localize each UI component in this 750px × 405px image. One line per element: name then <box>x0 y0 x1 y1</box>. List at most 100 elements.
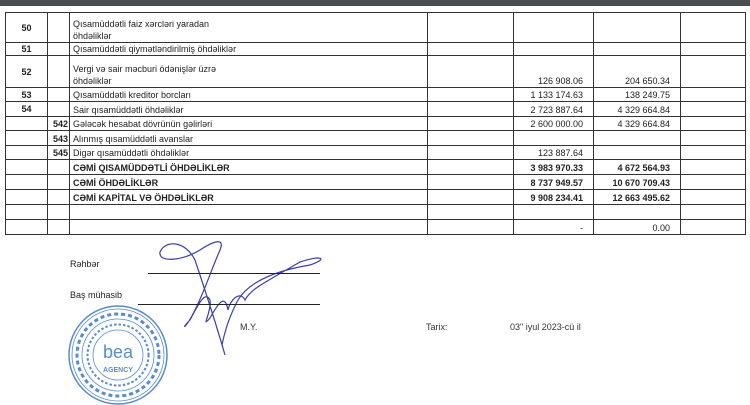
note-cell <box>427 159 514 175</box>
label-line: öhdəliklər <box>73 31 112 41</box>
extra-cell <box>680 55 746 88</box>
line-label: Qısamüddətli qiymətləndirilmiş öhdəliklə… <box>69 42 428 56</box>
line-code <box>5 174 48 190</box>
line-code: 52 <box>5 55 48 88</box>
line-label: Qısamüddətli kreditor borcları <box>69 87 428 102</box>
chief-accountant-label: Baş mühasib <box>70 290 123 300</box>
line-label <box>69 219 428 235</box>
value-current <box>513 130 594 146</box>
value-previous: 4 329 664.84 <box>593 101 681 117</box>
value-current: 2 723 887.64 <box>513 101 594 117</box>
value-previous: 204 650.34 <box>593 55 681 88</box>
table-row: 51 Qısamüddətli qiymətləndirilmiş öhdəlik… <box>5 42 746 56</box>
stamp-outer-lettering <box>75 312 161 398</box>
extra-cell <box>680 42 746 56</box>
value-previous <box>593 42 681 56</box>
line-label: Qısamüddətli faiz xərcləri yaradan öhdəli… <box>69 12 428 43</box>
sub-code <box>47 204 70 220</box>
label-line: CƏMİ KAPİTAL VƏ ÖHDƏLİKLƏR <box>73 193 214 203</box>
note-cell <box>427 101 514 117</box>
extra-cell <box>680 116 746 131</box>
table-row: CƏMİ ÖHDƏLİKLƏR 8 737 949.57 10 670 709.43 <box>5 174 746 190</box>
value-previous: 0.00 <box>593 219 681 235</box>
company-stamp: bea AGENCY <box>68 305 168 405</box>
value-current: 8 737 949.57 <box>513 174 594 190</box>
date-value: 03" iyul 2023-cü il <box>510 322 581 332</box>
value-current: 1 133 174.63 <box>513 87 594 102</box>
value-previous <box>593 145 681 160</box>
note-cell <box>427 130 514 146</box>
line-label: CƏMİ QISAMÜDDƏTLİ ÖHDƏLİKLƏR <box>69 159 428 175</box>
value-previous <box>593 204 681 220</box>
label-line: Digər qısamüddətli öhdəliklər <box>73 148 190 158</box>
value-previous: 138 249.75 <box>593 87 681 102</box>
note-cell <box>427 42 514 56</box>
table-row: 54 Sair qısamüddətli öhdəliklər 2 723 887.… <box>5 101 746 117</box>
value-previous <box>593 130 681 146</box>
label-line: Sair qısamüddətli öhdəliklər <box>73 105 184 115</box>
line-code <box>5 116 48 131</box>
value-current: 126 908.06 <box>513 55 594 88</box>
note-cell <box>427 12 514 43</box>
note-cell <box>427 219 514 235</box>
line-code: 53 <box>5 87 48 102</box>
line-code: 54 <box>5 101 48 117</box>
note-cell <box>427 145 514 160</box>
sub-code <box>47 12 70 43</box>
value-current: 3 983 970.33 <box>513 159 594 175</box>
extra-cell <box>680 219 746 235</box>
label-line: Vergi və sair məcburi ödənişlər üzrə <box>73 64 217 74</box>
label-line: Qısamüddətli kreditor borcları <box>73 90 192 100</box>
extra-cell <box>680 189 746 205</box>
sub-code <box>47 159 70 175</box>
line-code: 51 <box>5 42 48 56</box>
sub-code <box>47 55 70 88</box>
table-row: -0.00 <box>5 219 746 235</box>
label-line: Gələcək hesabat dövrünün gəlirləri <box>73 119 213 129</box>
line-label: Digər qısamüddətli öhdəliklər <box>69 145 428 160</box>
line-code: 50 <box>5 12 48 43</box>
line-label: CƏMİ KAPİTAL VƏ ÖHDƏLİKLƏR <box>69 189 428 205</box>
sub-code: 545 <box>47 145 70 160</box>
stamp-logo: bea <box>103 342 134 362</box>
table-row: CƏMİ KAPİTAL VƏ ÖHDƏLİKLƏR 9 908 234.41 12… <box>5 189 746 205</box>
label-line: Alınmış qısamüddətli avanslar <box>73 134 194 144</box>
extra-cell <box>680 174 746 190</box>
label-line: öhdəliklər <box>73 76 112 86</box>
extra-cell <box>680 145 746 160</box>
note-cell <box>427 204 514 220</box>
sub-code <box>47 219 70 235</box>
note-cell <box>427 87 514 102</box>
label-line: Qısamüddətli qiymətləndirilmiş öhdəliklə… <box>73 44 237 54</box>
line-code <box>5 159 48 175</box>
value-current: - <box>513 219 594 235</box>
value-current <box>513 204 594 220</box>
sub-code <box>47 189 70 205</box>
table-row: 543 Alınmış qısamüddətli avanslar <box>5 130 746 146</box>
value-current <box>513 42 594 56</box>
sub-code <box>47 101 70 117</box>
line-label: Vergi və sair məcburi ödənişlər üzrə öhdə… <box>69 55 428 88</box>
value-previous <box>593 12 681 43</box>
table-row: CƏMİ QISAMÜDDƏTLİ ÖHDƏLİKLƏR 3 983 970.33… <box>5 159 746 175</box>
liabilities-table: 50 Qısamüddətli faiz xərcləri yaradan öhdə… <box>5 12 746 235</box>
table-row: 545 Digər qısamüddətli öhdəliklər 123 887.… <box>5 145 746 160</box>
sub-code <box>47 87 70 102</box>
date-label: Tarix: <box>426 322 448 332</box>
line-label: Sair qısamüddətli öhdəliklər <box>69 101 428 117</box>
viewer-top-bar <box>0 0 750 6</box>
extra-cell <box>680 130 746 146</box>
director-signature-line <box>148 273 320 274</box>
value-current <box>513 12 594 43</box>
stamp-logo-sub: AGENCY <box>103 367 133 374</box>
stamp-inner-lettering <box>86 323 150 387</box>
accountant-signature-line <box>138 304 320 305</box>
sub-code <box>47 174 70 190</box>
note-cell <box>427 174 514 190</box>
note-cell <box>427 116 514 131</box>
value-previous: 4 672 564.93 <box>593 159 681 175</box>
line-code <box>5 145 48 160</box>
line-label: Gələcək hesabat dövrünün gəlirləri <box>69 116 428 131</box>
value-current: 123 887.64 <box>513 145 594 160</box>
line-label: CƏMİ ÖHDƏLİKLƏR <box>69 174 428 190</box>
